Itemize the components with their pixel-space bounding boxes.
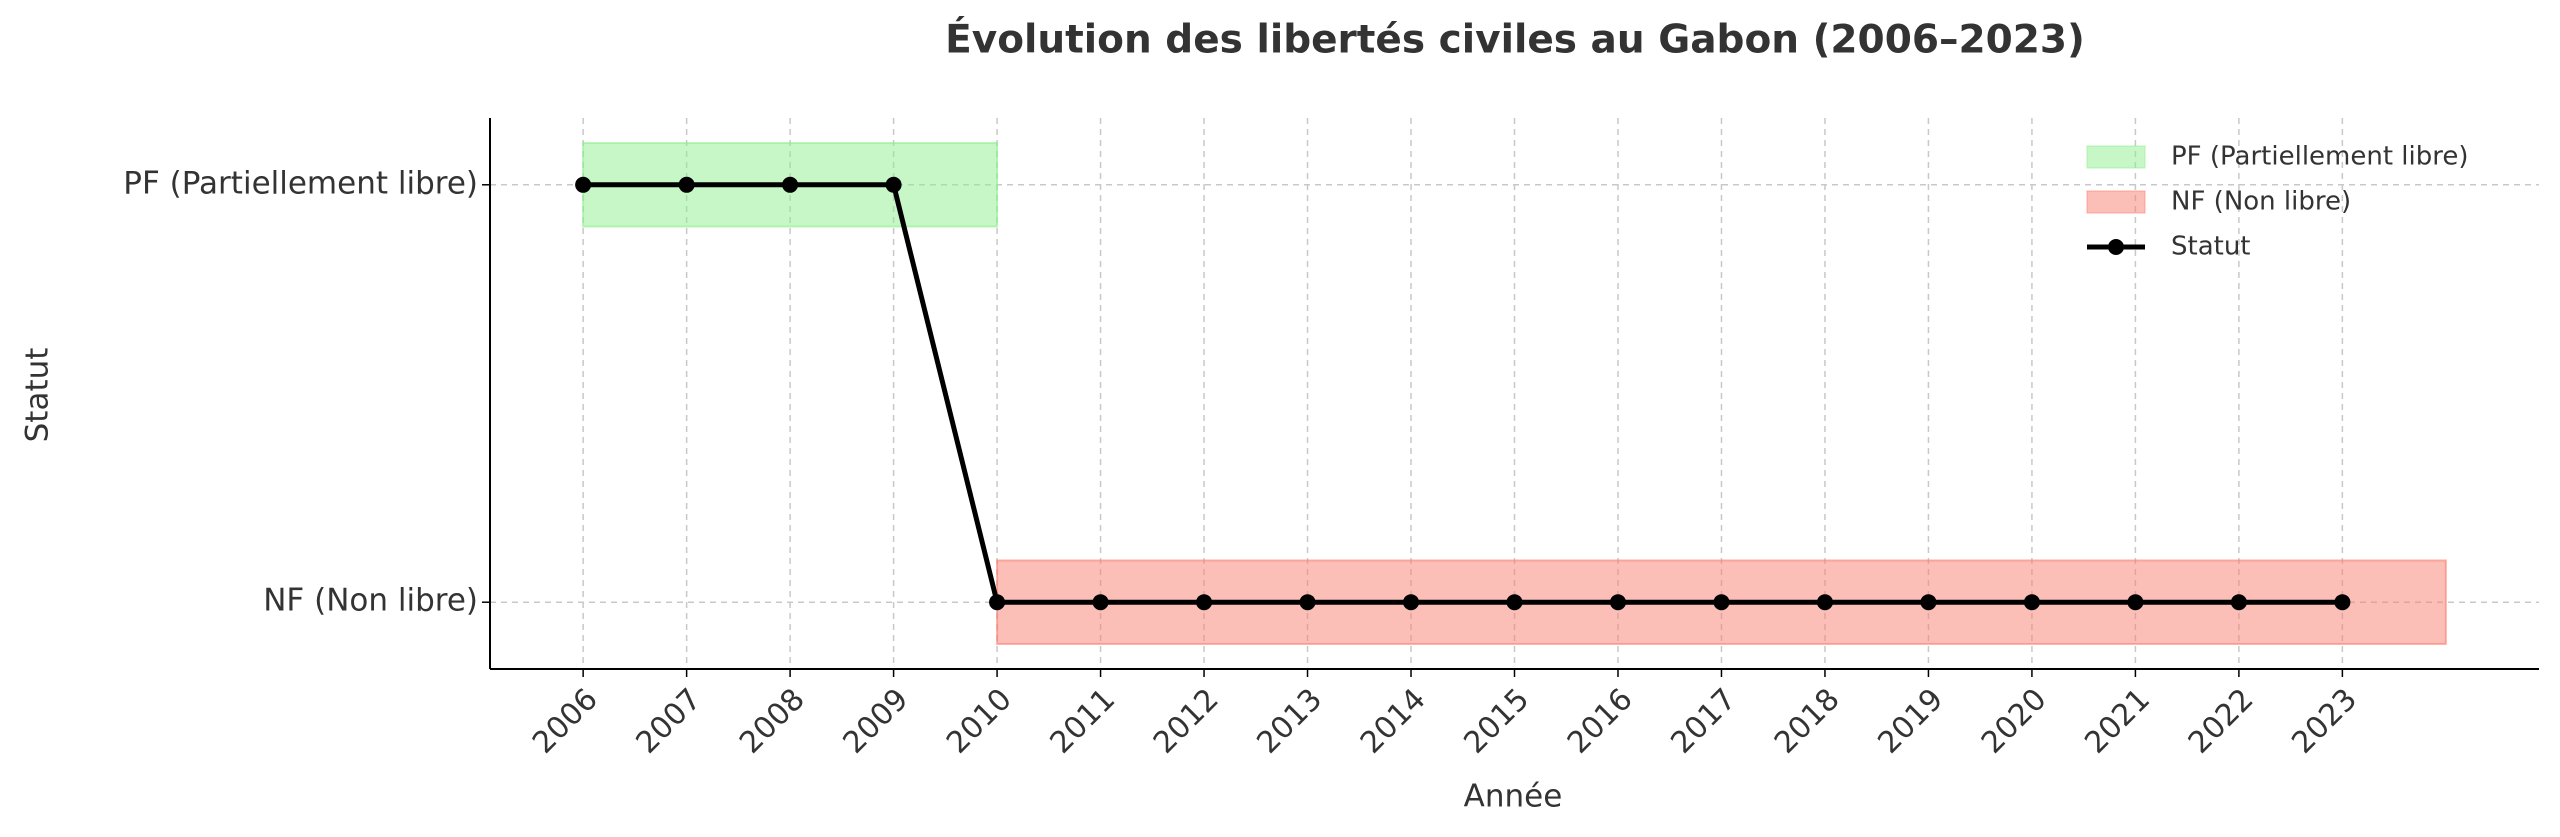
legend-marker: [2108, 239, 2124, 255]
legend-label: Statut: [2171, 232, 2251, 262]
x-tick-label: 2006: [526, 682, 605, 761]
x-tick-label: 2011: [1043, 682, 1122, 761]
x-tick-label: 2023: [2285, 682, 2364, 761]
point: [678, 176, 695, 193]
x-tick-label: 2007: [630, 682, 709, 761]
x-tick-label: 2018: [1768, 682, 1847, 761]
point: [575, 176, 592, 193]
x-tick-label: 2020: [1975, 682, 2054, 761]
point: [2230, 594, 2247, 611]
series-line: [583, 182, 2343, 605]
point: [1299, 594, 1316, 611]
point: [1196, 594, 1213, 611]
point: [1609, 594, 1626, 611]
x-tick-label: 2021: [2078, 682, 2157, 761]
legend-swatch: [2086, 145, 2146, 169]
y-axis-label: Statut: [20, 348, 56, 443]
x-tick-label: 2014: [1354, 682, 1433, 761]
x-tick-label: 2010: [940, 682, 1019, 761]
legend-swatch: [2086, 190, 2146, 214]
point: [1920, 594, 1937, 611]
y-tick-label: PF (Partiellement libre): [123, 165, 478, 201]
legend-label: NF (Non libre): [2171, 187, 2351, 217]
point: [989, 594, 1006, 611]
point: [782, 176, 799, 193]
x-tick-label: 2008: [733, 682, 812, 761]
y-tick-label: NF (Non libre): [263, 583, 478, 619]
point: [2127, 594, 2144, 611]
x-tick-label: 2019: [1871, 682, 1950, 761]
x-tick-label: 2012: [1147, 682, 1226, 761]
x-tick-label: 2022: [2182, 682, 2261, 761]
x-axis-label: Année: [1464, 779, 1563, 815]
point: [1403, 594, 1420, 611]
point: [1816, 594, 1833, 611]
point: [1092, 594, 1109, 611]
x-tick-label: 2009: [837, 682, 916, 761]
point: [2334, 594, 2351, 611]
x-tick-label: 2015: [1457, 682, 1536, 761]
point: [885, 176, 902, 193]
point: [1713, 594, 1730, 611]
x-tick-label: 2016: [1561, 682, 1640, 761]
x-tick-label: 2013: [1250, 682, 1329, 761]
point: [1506, 594, 1523, 611]
chart-title: Évolution des libertés civiles au Gabon …: [945, 16, 2085, 63]
point: [2023, 594, 2040, 611]
x-tick-label: 2017: [1664, 682, 1743, 761]
legend-label: PF (Partiellement libre): [2171, 142, 2469, 172]
